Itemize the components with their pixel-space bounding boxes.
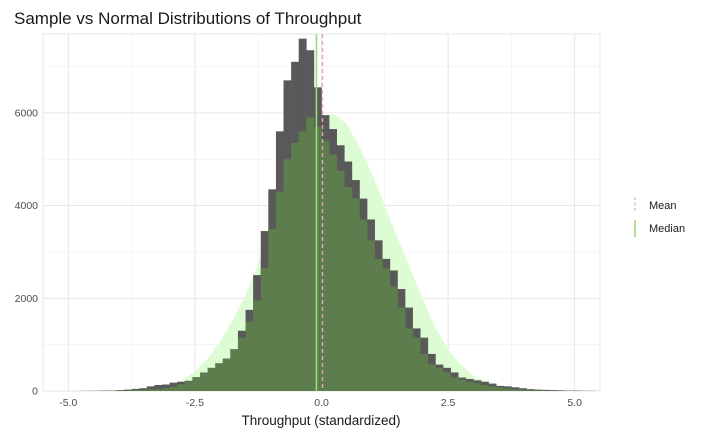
normal-bar — [344, 187, 353, 391]
normal-bar — [268, 228, 277, 391]
normal-bar — [139, 389, 148, 391]
normal-bar — [382, 268, 391, 391]
normal-bar — [146, 389, 155, 391]
normal-bar — [306, 117, 315, 391]
normal-bar — [329, 154, 337, 391]
normal-bar — [367, 240, 375, 391]
sample-bar — [131, 388, 140, 391]
normal-bar — [199, 372, 208, 391]
normal-bar — [351, 198, 360, 391]
normal-histogram-bars — [78, 117, 596, 392]
normal-bar — [207, 367, 216, 391]
chart-title: Sample vs Normal Distributions of Throug… — [14, 9, 362, 28]
normal-bar — [496, 387, 505, 391]
normal-bar — [291, 142, 300, 391]
x-axis-title: Throughput (standardized) — [241, 413, 400, 428]
sample-bar — [154, 384, 163, 391]
normal-bar — [481, 384, 489, 391]
x-tick-label: -5.0 — [59, 397, 77, 409]
x-axis-ticks: -5.0 -2.5 0.0 2.5 5.0 — [59, 397, 582, 409]
y-tick-label: 6000 — [15, 107, 39, 119]
x-tick-label: 5.0 — [567, 397, 582, 409]
x-tick-label: -2.5 — [186, 397, 204, 409]
normal-bar — [397, 307, 406, 391]
legend: Mean Median — [634, 197, 685, 237]
normal-bar — [465, 381, 474, 391]
normal-bar — [237, 337, 246, 391]
reference-lines — [315, 34, 324, 391]
normal-bar — [283, 159, 292, 391]
normal-bar — [177, 384, 186, 391]
y-tick-label: 0 — [32, 386, 38, 398]
normal-bar — [389, 286, 398, 391]
sample-bar — [146, 386, 155, 391]
y-axis-ticks: 0 2000 4000 6000 — [15, 107, 39, 397]
normal-bar — [215, 363, 224, 391]
y-tick-label: 4000 — [15, 200, 39, 212]
normal-bar — [169, 386, 178, 391]
normal-bar — [541, 390, 550, 391]
sample-bar — [116, 390, 125, 391]
normal-bar — [412, 337, 421, 391]
normal-bar — [443, 372, 451, 391]
sample-bar — [139, 388, 148, 391]
normal-bar — [435, 367, 444, 391]
normal-bar — [131, 390, 140, 391]
legend-median-label: Median — [649, 223, 685, 235]
sample-bar — [549, 390, 558, 391]
legend-mean-label: Mean — [649, 200, 677, 212]
normal-bar — [526, 390, 535, 391]
sample-bar — [169, 382, 178, 391]
normal-bar — [298, 131, 307, 392]
normal-bar — [359, 219, 368, 391]
plot-area — [42, 33, 601, 392]
normal-bar — [313, 126, 322, 391]
normal-bar — [427, 364, 436, 391]
y-tick-label: 2000 — [15, 293, 39, 305]
normal-bar — [511, 389, 520, 391]
sample-bar — [511, 387, 520, 391]
normal-bar — [405, 328, 413, 391]
x-tick-label: 0.0 — [314, 397, 329, 409]
sample-bar — [556, 390, 565, 391]
normal-bar — [321, 140, 330, 391]
normal-bar — [488, 386, 497, 391]
x-tick-label: 2.5 — [441, 397, 456, 409]
normal-bar — [192, 377, 201, 391]
normal-bar — [473, 383, 482, 391]
normal-bar — [253, 300, 262, 391]
sample-bar — [541, 389, 550, 391]
normal-bar — [336, 170, 345, 391]
normal-bar — [230, 349, 239, 391]
normal-bar — [518, 389, 527, 391]
sample-bar — [162, 384, 170, 391]
normal-bar — [503, 388, 512, 391]
sample-bar — [124, 389, 132, 391]
normal-bar — [162, 388, 170, 391]
normal-bar — [458, 379, 467, 391]
normal-bar — [260, 268, 269, 391]
normal-bar — [222, 358, 231, 391]
normal-bar — [420, 353, 429, 391]
normal-bar — [374, 258, 383, 391]
normal-bar — [124, 390, 132, 391]
normal-bar — [275, 191, 284, 391]
normal-bar — [245, 321, 254, 391]
normal-bar — [534, 390, 543, 391]
normal-bar — [450, 377, 459, 391]
normal-bar — [184, 381, 193, 391]
normal-bar — [154, 389, 163, 391]
